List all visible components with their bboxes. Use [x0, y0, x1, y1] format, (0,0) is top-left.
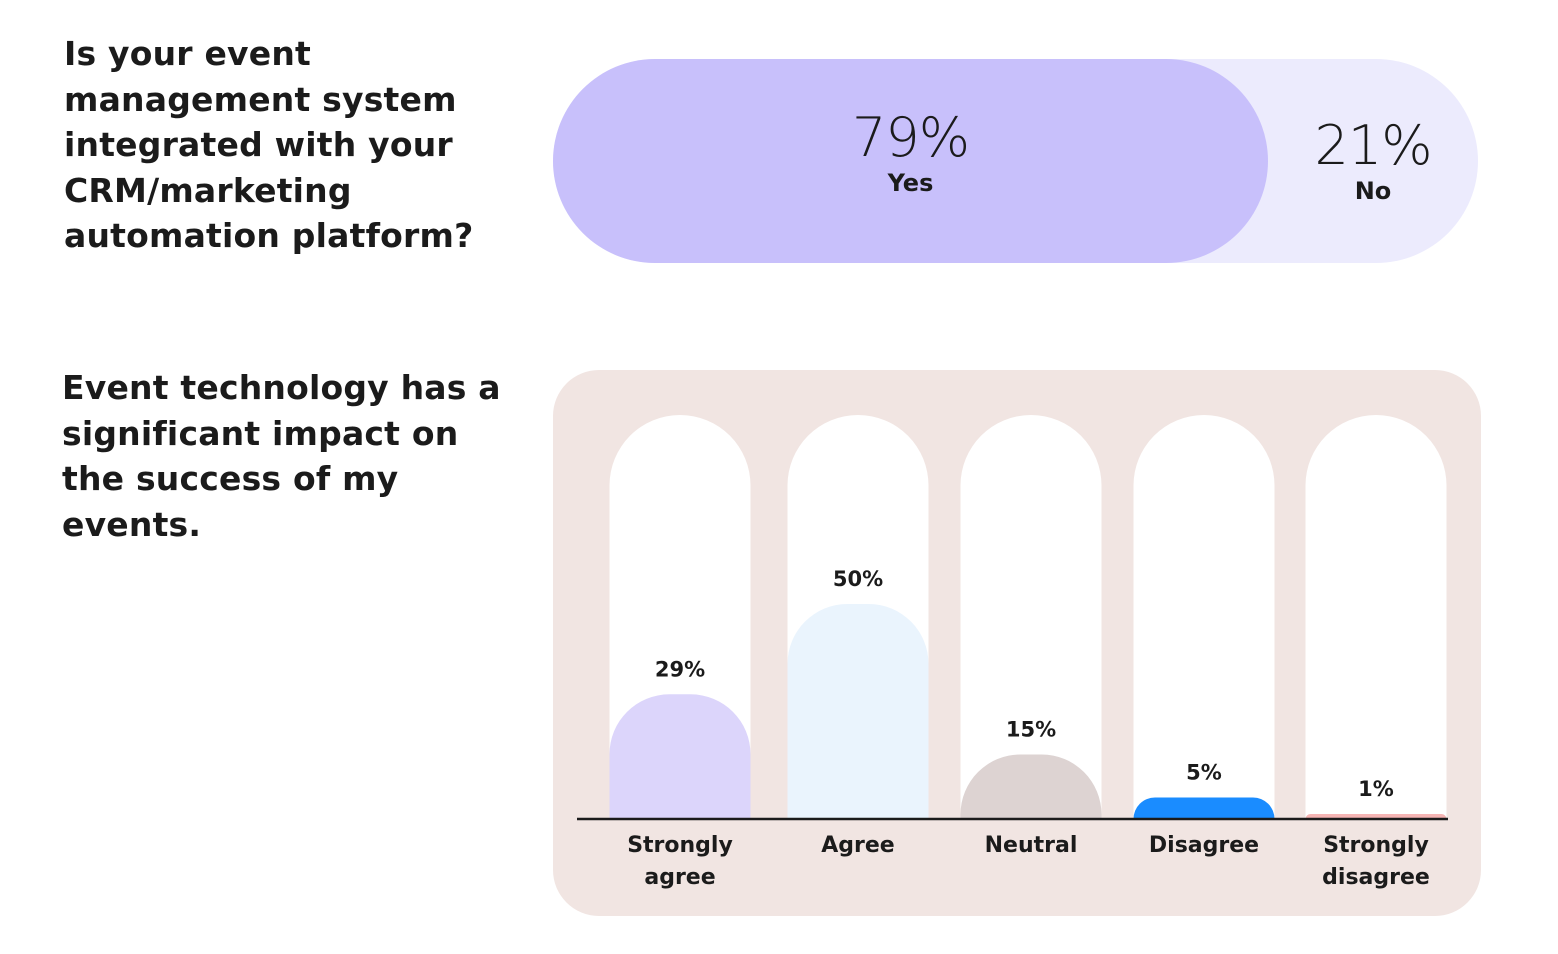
value-label-1: 50% — [833, 567, 883, 591]
yes-no-pill-chart: 79% Yes 21% No — [553, 59, 1478, 263]
category-label-4: Strongly — [1323, 833, 1429, 858]
no-label: No — [1354, 177, 1392, 205]
value-label-2: 15% — [1006, 718, 1056, 742]
category-label-0: agree — [644, 865, 715, 890]
bar-3 — [1133, 797, 1275, 819]
category-label-3: Disagree — [1149, 833, 1259, 858]
likert-chart-panel: 29% Strongly agree 50% Agree 15% Neutral 5% Disa… — [553, 370, 1481, 916]
no-percent: 21% — [1314, 114, 1432, 177]
question-event-technology: Event technology has a significant impac… — [62, 368, 501, 544]
category-label-2: Neutral — [985, 833, 1078, 858]
yes-segment: 79% Yes — [553, 51, 1268, 255]
bar-1 — [787, 604, 929, 819]
bar-0 — [609, 694, 751, 819]
value-label-4: 1% — [1358, 777, 1394, 801]
bar-2 — [960, 754, 1102, 819]
bar-track-4 — [1305, 415, 1447, 819]
bar-track-2 — [960, 415, 1102, 819]
yes-label: Yes — [887, 169, 934, 197]
bar-track-3 — [1133, 415, 1275, 819]
likert-bar-chart: 29% Strongly agree 50% Agree 15% Neutral 5% Disa… — [577, 415, 1448, 890]
category-label-1: Agree — [821, 833, 894, 858]
category-label-4: disagree — [1322, 865, 1430, 890]
category-label-0: Strongly — [627, 833, 733, 858]
yes-bar — [553, 59, 1268, 263]
no-segment: 21% No — [1268, 59, 1478, 263]
value-label-0: 29% — [655, 657, 705, 681]
value-label-3: 5% — [1186, 761, 1222, 785]
yes-percent: 79% — [851, 106, 970, 169]
question-integration: Is your event management system integrat… — [64, 34, 474, 255]
